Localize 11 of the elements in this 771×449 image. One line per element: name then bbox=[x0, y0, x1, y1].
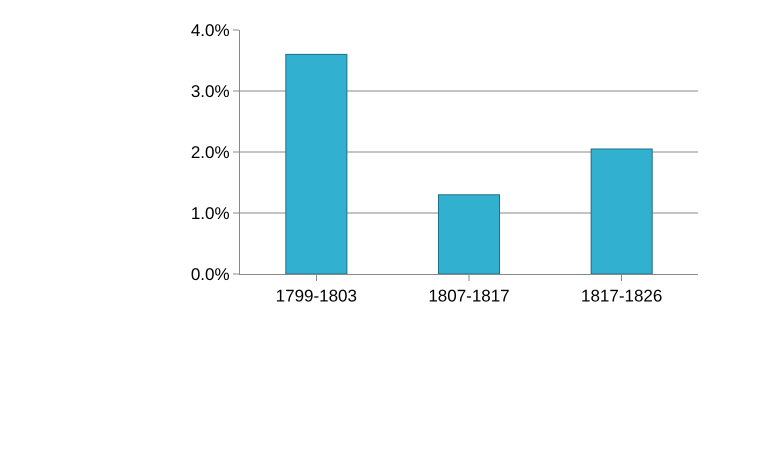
x-tick-label: 1799-1803 bbox=[276, 286, 357, 306]
y-tick-label: 3.0% bbox=[190, 82, 230, 101]
y-tick-label: 2.0% bbox=[190, 142, 230, 162]
bar bbox=[590, 148, 653, 274]
y-tick-label: 1.0% bbox=[190, 204, 230, 223]
bar bbox=[438, 194, 500, 274]
x-tick-label: 1807-1817 bbox=[428, 286, 510, 306]
x-tick-label: 1817-1826 bbox=[581, 286, 662, 306]
bar bbox=[285, 54, 348, 274]
y-tick-label: 4.0% bbox=[190, 20, 230, 40]
y-tick-label: 0.0% bbox=[190, 264, 230, 284]
